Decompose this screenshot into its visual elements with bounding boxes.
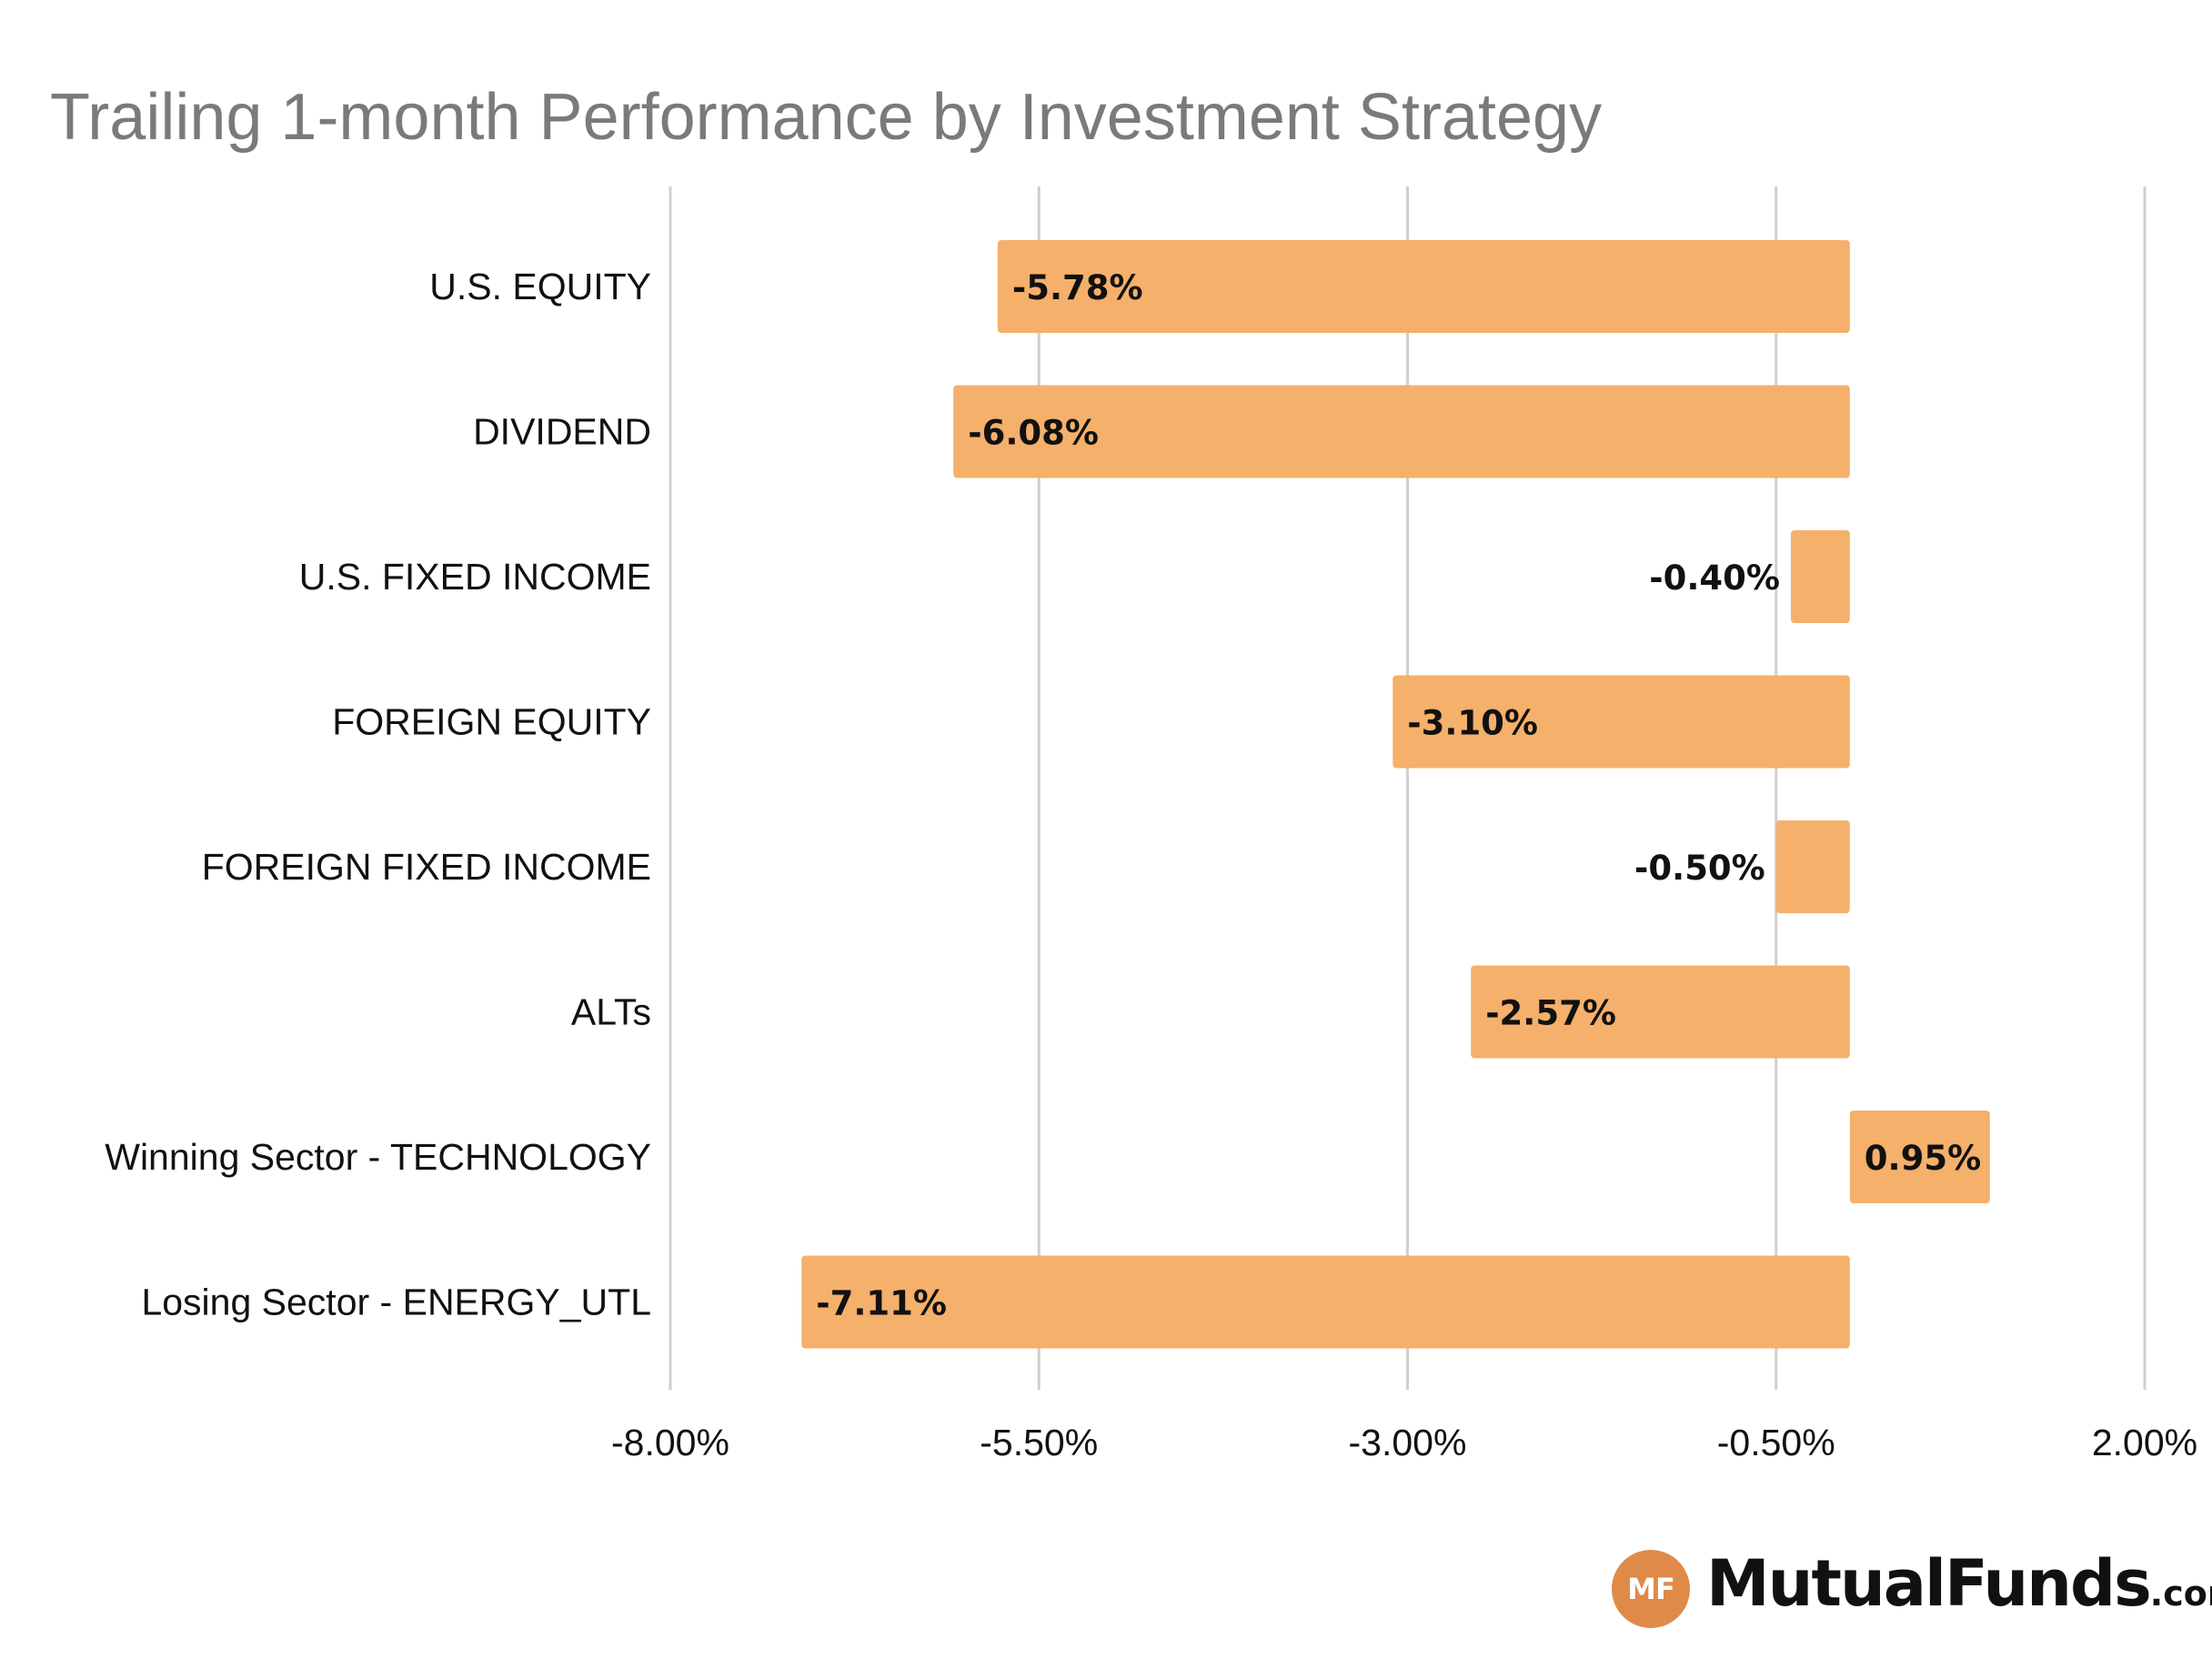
logo-badge-text: MF: [1627, 1572, 1675, 1606]
gridlines: [669, 186, 2147, 1390]
category-label: U.S. EQUITY: [429, 266, 651, 307]
x-tick-label: -8.00%: [611, 1422, 729, 1463]
bar: [1393, 675, 1850, 769]
bar-data-label: -2.57%: [1485, 994, 1616, 1033]
category-labels: U.S. EQUITY DIVIDEND U.S. FIXED INCOME FORE…: [105, 266, 651, 1323]
bar-data-label: -7.11%: [816, 1284, 947, 1323]
bar-data-label: -6.08%: [968, 414, 1099, 453]
bar: [1775, 820, 1850, 913]
bar: [801, 1255, 1850, 1349]
bar: [1849, 1111, 1990, 1203]
bar: [1471, 965, 1850, 1059]
category-label: FOREIGN EQUITY: [332, 701, 651, 743]
x-tick-label: 2.00%: [2092, 1422, 2197, 1463]
category-label: Winning Sector - TECHNOLOGY: [105, 1136, 651, 1178]
logo-name: MutualFunds: [1706, 1546, 2152, 1621]
category-label: Losing Sector - ENERGY_UTL: [141, 1282, 651, 1323]
bar: [1790, 530, 1850, 623]
bar-data-label: -0.40%: [1649, 558, 1780, 598]
bar: [953, 385, 1850, 478]
x-axis-ticks: -8.00% -5.50% -3.00% -0.50% 2.00%: [611, 1422, 2197, 1463]
bar: [997, 240, 1850, 333]
bar-data-label: -5.78%: [1012, 268, 1143, 307]
chart-title: Trailing 1-month Performance by Investme…: [50, 81, 1603, 154]
category-label: U.S. FIXED INCOME: [299, 556, 651, 598]
category-label: FOREIGN FIXED INCOME: [202, 846, 651, 888]
bar-data-label: 0.95%: [1865, 1139, 1981, 1178]
category-label: ALTs: [571, 991, 651, 1033]
category-label: DIVIDEND: [473, 411, 651, 453]
x-tick-label: -0.50%: [1717, 1422, 1835, 1463]
bars: [801, 240, 1990, 1349]
data-labels: -5.78% -6.08% -0.40% -3.10% -0.50% -2.57% 0.95…: [816, 268, 1981, 1323]
logo-suffix: .com: [2149, 1574, 2212, 1614]
logo-wordmark: MutualFunds.com: [1706, 1546, 2212, 1621]
logo-badge: MF: [1612, 1550, 1690, 1628]
x-tick-label: -3.00%: [1349, 1422, 1467, 1463]
bar-data-label: -3.10%: [1407, 704, 1538, 743]
bar-data-label: -0.50%: [1634, 849, 1765, 888]
x-tick-label: -5.50%: [980, 1422, 1098, 1463]
